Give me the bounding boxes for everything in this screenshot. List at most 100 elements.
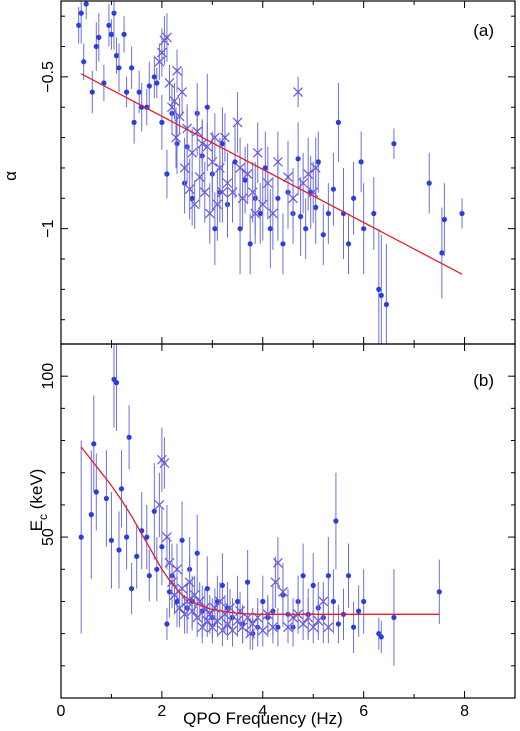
data-point-dot [345, 573, 352, 579]
data-point-cross [189, 590, 200, 600]
data-point-cross [220, 132, 230, 143]
data-point-cross [209, 132, 220, 143]
data-point-dot [111, 10, 117, 16]
data-point-dot [113, 380, 120, 386]
data-point-dot [89, 89, 95, 95]
data-point-dot [315, 159, 321, 165]
data-point-cross [227, 625, 238, 636]
data-point-cross [172, 564, 182, 575]
y-label-sub: c [36, 514, 50, 520]
data-point-dot [96, 34, 102, 41]
data-point-cross [192, 126, 203, 137]
data-point-dot [159, 544, 165, 550]
data-point-dot [298, 213, 304, 220]
data-point-dot [164, 171, 170, 177]
data-point-dot [235, 598, 241, 605]
data-point-dot [320, 232, 326, 238]
data-point-cross [189, 199, 200, 210]
data-point-dot [124, 89, 130, 95]
data-point-cross [242, 169, 253, 179]
data-point-cross [257, 625, 268, 636]
data-point-cross [204, 208, 215, 219]
data-point-dot [280, 241, 286, 247]
data-point-cross [164, 78, 175, 88]
data-point-dot [361, 598, 367, 605]
data-point-dot [325, 210, 331, 217]
data-point-cross [308, 622, 319, 633]
data-point-cross [283, 622, 293, 633]
data-point-dot [245, 579, 251, 585]
data-point-cross [217, 187, 228, 198]
y-label-rest: (keV) [27, 469, 46, 514]
data-point-dot [439, 250, 445, 256]
data-point-dot [376, 286, 382, 292]
data-point-cross [252, 147, 263, 158]
data-point-cross [237, 622, 248, 633]
y-tick-label: −0.5 [40, 61, 57, 93]
data-point-cross [323, 622, 334, 633]
data-point-dot [378, 292, 384, 298]
data-point-cross [257, 199, 268, 210]
data-point-dot [333, 518, 339, 524]
data-point-dot [174, 141, 180, 147]
data-point-dot [313, 204, 319, 210]
data-point-dot [174, 598, 180, 605]
data-point-dot [361, 226, 367, 232]
data-point-dot [204, 586, 210, 592]
data-point-cross [187, 147, 198, 158]
data-point-dot [303, 226, 309, 232]
x-tick-label: 0 [57, 703, 66, 720]
data-point-dot [78, 534, 84, 540]
y-tick-label: 50 [40, 528, 57, 546]
data-point-dot [129, 586, 135, 592]
data-point-dot [113, 53, 120, 59]
fit-line [80, 446, 440, 615]
y-tick-label: −1 [40, 219, 57, 237]
data-point-cross [288, 193, 298, 204]
data-point-dot [275, 624, 281, 630]
data-point-dot [441, 216, 447, 223]
data-point-dot [101, 80, 107, 86]
x-tick-label: 2 [157, 703, 166, 720]
fit-line [80, 73, 463, 275]
data-point-dot [118, 486, 125, 492]
data-point-cross [172, 65, 182, 76]
data-point-dot [358, 159, 364, 165]
data-point-dot [436, 589, 442, 595]
data-point-dot [335, 621, 341, 627]
data-point-dot [83, 1, 89, 7]
data-point-cross [272, 557, 283, 568]
data-point-dot [129, 65, 135, 71]
data-point-dot [325, 573, 331, 579]
data-point-dot [275, 195, 281, 201]
data-point-dot [189, 195, 195, 201]
data-point-dot [78, 10, 84, 16]
data-point-dot [391, 141, 397, 147]
data-point-cross [227, 187, 238, 198]
data-point-dot [351, 195, 357, 201]
panel-b: 0 2 4 6 8 50 100 [40, 343, 516, 720]
data-point-cross [212, 199, 223, 210]
data-point-cross [237, 193, 248, 204]
data-point-dot [330, 186, 336, 192]
data-point-dot [219, 141, 225, 147]
data-point-dot [76, 22, 82, 28]
data-point-dot [383, 301, 389, 308]
data-point-cross [222, 178, 233, 189]
data-point-dot [121, 31, 127, 37]
data-point-cross [202, 141, 213, 152]
data-point-dot [242, 177, 248, 183]
data-point-cross [177, 87, 187, 97]
data-point-cross [194, 596, 205, 607]
data-point-dot [126, 434, 132, 440]
panel-a: −0.5 −1 [40, 0, 516, 345]
data-point-dot [262, 165, 268, 171]
data-point-dot [391, 614, 397, 621]
data-point-cross [179, 163, 190, 173]
data-point-dot [247, 241, 253, 247]
data-point-cross [184, 184, 195, 195]
data-point-dot [106, 22, 112, 28]
data-point-cross [154, 499, 165, 510]
data-point-cross [313, 615, 324, 626]
